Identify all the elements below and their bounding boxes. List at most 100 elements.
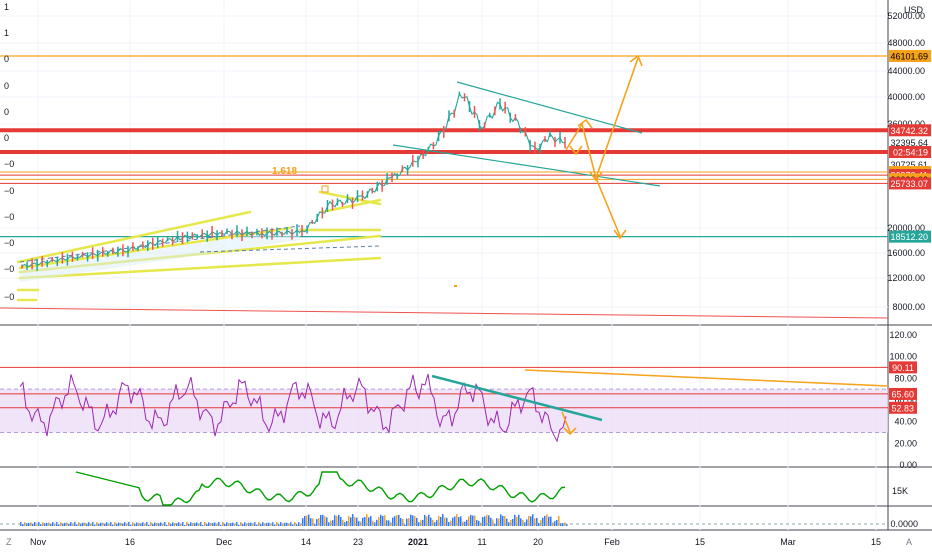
volume-bar [124,522,126,526]
volume-bar [46,523,48,526]
price-tick-label: 12000.00 [887,273,925,283]
volume-bar [442,514,444,526]
volume-bar [244,522,246,526]
volume-bar [548,517,550,526]
volume-bar [422,520,424,526]
date-tick-label: 15 [695,537,705,547]
left-axis-label: 0 [4,81,9,91]
volume-bar [302,518,304,526]
volume-bar [190,522,192,526]
date-tick-label: Nov [30,537,47,547]
rsi-tag: 90.11 [892,363,914,373]
date-tick-label: 15 [871,537,881,547]
volume-bar [196,522,198,526]
volume-bar [406,519,408,526]
volume-bar [468,516,470,526]
volume-bar [238,525,240,526]
left-axis-label: 1 [4,2,9,12]
volume-bar [280,522,282,526]
volume-bar [304,516,306,526]
volume-bar [538,523,540,526]
volume-bar [414,516,416,526]
volume-bar [432,520,434,526]
volume-bar [542,518,544,526]
price-tag: 25733.07 [890,179,928,189]
volume-bar [420,520,422,526]
rsi-tick-label: 100.00 [889,352,917,362]
volume-bar [452,518,454,526]
volume-bar [556,520,558,526]
volume-bar [424,515,426,526]
rsi-tag: 52.83 [891,403,914,413]
left-axis-label: 0 [4,107,9,117]
volume-bar [356,518,358,526]
volume-bar [418,522,420,526]
volume-bar [34,522,36,526]
small-dot [454,285,457,287]
volume-bar [512,519,514,526]
volume-bar [496,518,498,526]
volume-bar [520,518,522,526]
price-tag: 18512.20 [890,232,928,242]
volume-bar [522,520,524,526]
volume-bar [516,517,518,526]
volume-bar [184,525,186,526]
volume-bar [404,525,406,526]
volume-bar [208,522,210,526]
volume-bar [52,522,54,526]
left-axis-label: −0 [4,186,14,196]
volume-bar [148,525,150,526]
volume-bar [358,521,360,526]
volume-bar [108,524,110,526]
volume-bar [322,515,324,526]
volume-bar [268,523,270,526]
volume-bar [334,515,336,526]
volume-bar [316,519,318,526]
volume-bar [386,520,388,526]
volume-bar [460,516,462,526]
volume-bar [214,522,216,526]
volume-bar [444,518,446,526]
volume-bar [448,522,450,526]
volume-bar [172,522,174,526]
volume-bar [352,514,354,526]
volume-bar [440,517,442,526]
auto-scale-icon: A [906,537,912,547]
volume-bar [526,519,528,526]
volume-bar [318,518,320,526]
volume-bar [250,523,252,526]
volume-bar [532,514,534,526]
volume-bar [324,516,326,526]
volume-bar [400,518,402,526]
price-tag: 34742.32 [890,126,928,136]
rsi-tick-label: 20.00 [894,438,917,448]
drawing-handle [322,186,328,192]
volume-bar [544,516,546,526]
volume-bar [70,522,72,526]
volume-bar [154,522,156,526]
volume-bar [136,523,138,526]
volume-bar [160,522,162,526]
volume-bar [378,517,380,526]
volume-bar [454,516,456,526]
volume-bar [562,523,564,526]
volume-bar [174,523,176,526]
volume-bar [502,516,504,526]
volume-bar [458,517,460,526]
volume-bar [260,524,262,526]
volume-bar [346,521,348,526]
volume-bar [536,518,538,526]
volume-bar [118,523,120,526]
volume-bar [364,517,366,526]
volume-bar [256,525,258,526]
volume-bar [76,524,78,526]
volume-bar [220,525,222,526]
volume-bar [348,516,350,526]
volume-bar [226,522,228,526]
left-axis-label: −0 [4,238,14,248]
left-axis-label: −0 [4,264,14,274]
volume-bar [94,524,96,526]
rsi-tag: 65.60 [891,389,914,399]
